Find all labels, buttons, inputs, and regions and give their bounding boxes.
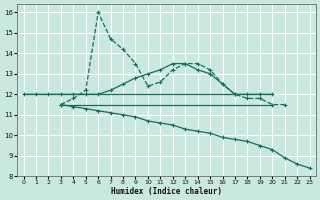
X-axis label: Humidex (Indice chaleur): Humidex (Indice chaleur) xyxy=(111,187,222,196)
